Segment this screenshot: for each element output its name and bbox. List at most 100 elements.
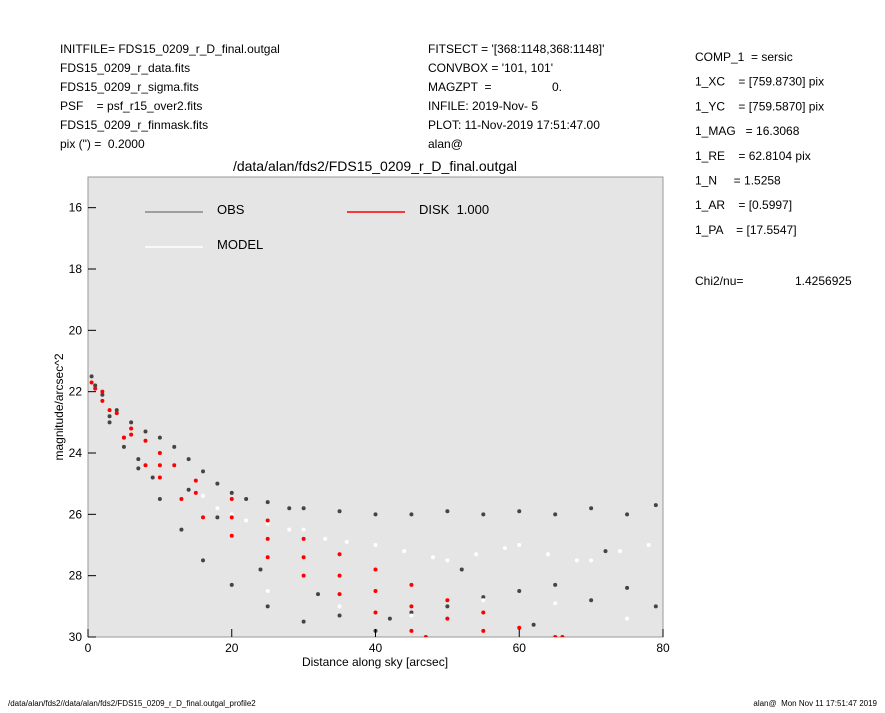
point [229, 582, 234, 587]
header-middle-line: alan@ [428, 137, 463, 151]
point [502, 546, 507, 551]
x-tick-label: 40 [369, 641, 383, 655]
point [589, 506, 594, 511]
header-middle-line: PLOT: 11-Nov-2019 17:51:47.00 [428, 118, 600, 132]
point [287, 506, 292, 511]
y-tick-label: 22 [69, 385, 83, 399]
point [603, 549, 608, 554]
point [157, 451, 162, 455]
point [589, 558, 594, 563]
param-line: COMP_1 = sersic [695, 50, 793, 64]
point [89, 380, 94, 385]
magzpt-value: 0. [552, 80, 562, 94]
point [409, 512, 414, 517]
point [617, 549, 622, 554]
point [265, 521, 270, 526]
footer-right: alan@ Mon Nov 11 17:51:47 2019 [753, 699, 877, 708]
point [387, 616, 392, 621]
point [481, 512, 486, 517]
point [531, 622, 536, 627]
point [445, 598, 450, 603]
point [143, 438, 148, 443]
point [150, 475, 155, 480]
point [157, 475, 162, 480]
point [301, 506, 306, 511]
param-line: 1_RE = 62.8104 pix [695, 149, 811, 163]
point [373, 610, 378, 615]
param-line: 1_XC = [759.8730] pix [695, 75, 824, 89]
header-middle-line: MAGZPT = [428, 80, 491, 94]
param-line: 1_N = 1.5258 [695, 174, 781, 188]
point [100, 389, 105, 394]
y-tick-label: 30 [69, 630, 83, 644]
point [431, 555, 435, 560]
point [229, 515, 234, 520]
point [517, 509, 522, 514]
point [89, 374, 94, 379]
point [157, 435, 162, 440]
point [553, 582, 558, 587]
chi2-label: Chi2/nu= [695, 274, 743, 288]
point [553, 635, 558, 637]
y-tick-label: 24 [69, 446, 83, 460]
point [553, 512, 558, 517]
point [409, 582, 414, 587]
point [201, 515, 205, 520]
point [337, 509, 342, 514]
point [445, 616, 450, 621]
point [337, 613, 342, 618]
point [129, 426, 134, 431]
point [121, 444, 126, 449]
point [100, 392, 105, 397]
point [172, 444, 177, 449]
point [409, 613, 414, 618]
point [474, 552, 479, 557]
point [646, 543, 651, 547]
param-line: 1_YC = [759.5870] pix [695, 99, 824, 113]
footer-left: /data/alan/fds2//data/alan/fds2/FDS15_02… [8, 699, 256, 708]
point [409, 604, 414, 609]
header-left-line: pix (") = 0.2000 [60, 137, 145, 151]
point [172, 463, 177, 468]
x-tick-label: 20 [225, 641, 239, 655]
point [287, 527, 292, 532]
header-left-line: PSF = psf_r15_over2.fits [60, 99, 202, 113]
point [244, 518, 249, 523]
point [344, 539, 349, 544]
param-line: 1_PA = [17.5547] [695, 223, 797, 237]
point [215, 481, 220, 486]
header-middle-line: INFILE: 2019-Nov- 5 [428, 99, 538, 113]
point [323, 536, 328, 541]
point [301, 555, 306, 560]
point [589, 598, 594, 603]
x-label: Distance along sky [arcsec] [302, 655, 448, 669]
point [481, 598, 486, 603]
point [229, 490, 234, 495]
y-tick-label: 20 [69, 323, 83, 337]
point [625, 616, 630, 621]
x-tick-label: 80 [656, 641, 670, 655]
point [107, 420, 112, 425]
point [517, 543, 522, 547]
chart-title: /data/alan/fds2/FDS15_0209_r_D_final.out… [233, 158, 517, 174]
point [201, 558, 205, 563]
point [625, 585, 630, 590]
y-tick-label: 16 [69, 201, 83, 215]
point [445, 604, 450, 609]
y-tick-label: 26 [69, 507, 83, 521]
point [229, 533, 234, 538]
point [129, 432, 134, 437]
point [143, 463, 148, 468]
point [301, 536, 306, 541]
point [409, 628, 414, 633]
point [373, 567, 378, 572]
point [136, 457, 141, 462]
y-tick-label: 18 [69, 262, 83, 276]
point [625, 512, 630, 517]
header-middle-line: CONVBOX = '101, 101' [428, 61, 553, 75]
point [93, 386, 98, 391]
point [229, 497, 234, 501]
point [201, 469, 205, 474]
point [546, 552, 550, 557]
point [301, 527, 306, 532]
